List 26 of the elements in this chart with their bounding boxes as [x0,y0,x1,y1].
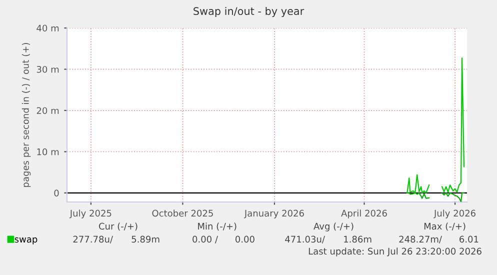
y-tick-label: 20 m [36,107,59,114]
text: Last update: Sun Jul 26 23:20:00 2026 [308,248,482,256]
text: 1.86m [344,236,372,243]
text: Max (-/+) [424,222,466,231]
text: Cur (-/+) [98,222,138,231]
text: 6.01 [460,236,478,243]
text: Avg (-/+) [314,222,354,232]
y-tick-label: 40 m [36,24,59,32]
x-tick-label: April 2026 [341,210,387,218]
text: 471.03u/ [285,236,325,244]
text: 248.27m/ [399,236,442,244]
y-tick-label: 0 [54,190,59,196]
y-tick-label: 10 m [37,148,59,156]
text: 5.89m [132,236,160,243]
text: 0.00 / [192,236,218,244]
x-tick-label: October 2025 [152,210,213,217]
x-tick-label: July 2025 [69,210,112,218]
y-tick-label: 30 m [36,66,59,73]
text: Min (-/+) [198,222,236,231]
legend-label: swap [14,237,38,244]
y-axis-title: pages per second in (-) / out (+) [22,43,31,187]
x-tick-label: July 2026 [434,210,476,218]
x-tick-label: January 2026 [244,210,304,218]
chart-title: Swap in/out - by year [194,6,304,18]
text: 277.78u/ [73,236,113,244]
text: 0.00 [235,236,254,243]
